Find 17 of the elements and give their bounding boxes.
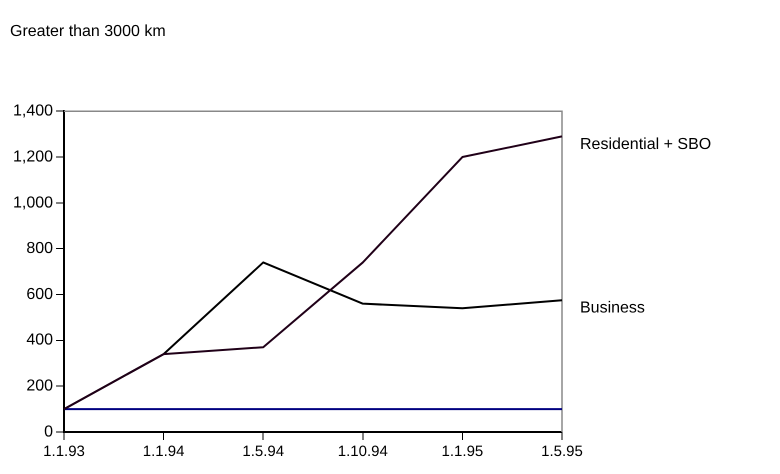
series-label: Residential + SBO (580, 136, 712, 153)
x-tick-label: 1.1.93 (43, 443, 85, 460)
y-tick-label: 600 (26, 286, 54, 303)
y-tick-label: 400 (26, 332, 54, 349)
x-tick-label: 1.5.94 (242, 443, 284, 460)
x-tick-label: 1.1.95 (442, 443, 484, 460)
x-tick-label: 1.5.95 (541, 443, 583, 460)
y-tick-label: 0 (44, 423, 54, 440)
y-tick-label: 800 (26, 240, 54, 258)
series-label: Business (580, 300, 645, 317)
x-tick-label: 1.10.94 (338, 443, 388, 460)
y-tick-label: 1,400 (12, 102, 54, 120)
x-tick-label: 1.1.94 (142, 443, 184, 460)
y-tick-label: 1,200 (12, 148, 54, 166)
chart-title: Greater than 3000 km (10, 23, 166, 40)
y-tick-label: 200 (26, 378, 54, 395)
y-tick-label: 1,000 (12, 194, 54, 212)
